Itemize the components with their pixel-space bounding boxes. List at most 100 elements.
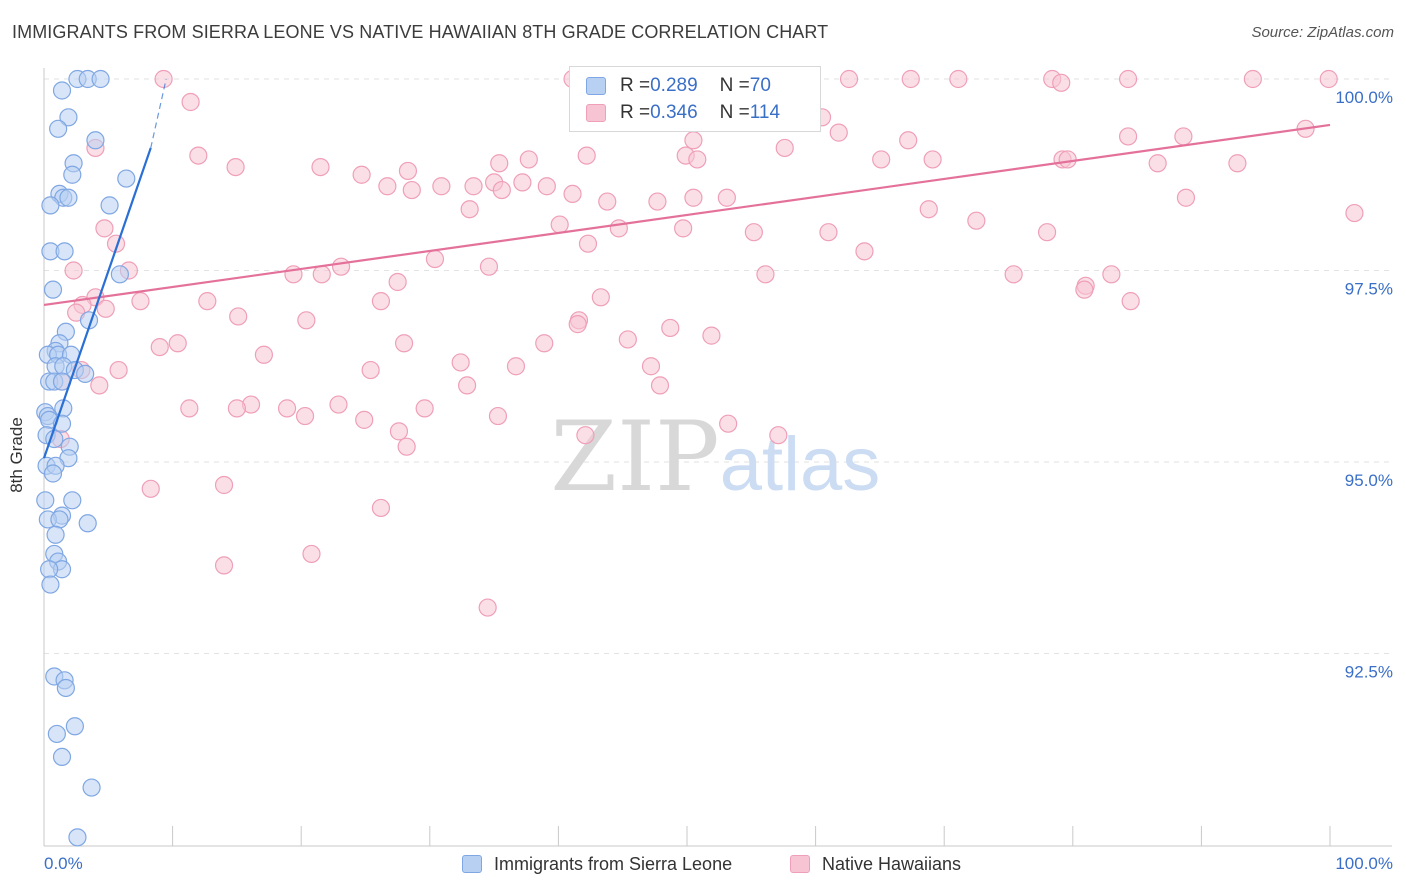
data-point xyxy=(352,165,371,184)
data-point xyxy=(180,399,199,418)
data-point xyxy=(331,257,351,276)
data-point xyxy=(68,828,87,847)
data-point xyxy=(568,315,587,334)
data-point xyxy=(154,69,173,89)
data-point xyxy=(1118,69,1138,89)
trend-line-sierra-leone-extension xyxy=(150,78,167,149)
legend-item-sierra-leone[interactable]: Immigrants from Sierra Leone xyxy=(462,851,732,877)
data-point xyxy=(55,242,74,261)
legend-label: Immigrants from Sierra Leone xyxy=(494,853,733,874)
legend-swatch-pink xyxy=(586,104,606,122)
n-value: 70 xyxy=(749,75,771,96)
data-point xyxy=(49,119,68,138)
data-point xyxy=(1121,292,1140,311)
data-point xyxy=(50,510,69,529)
trend-line-sierra-leone xyxy=(42,147,152,459)
data-point xyxy=(46,525,65,544)
data-point xyxy=(674,219,693,238)
data-point xyxy=(506,357,526,376)
data-point xyxy=(650,376,670,395)
data-point xyxy=(150,338,169,357)
data-point xyxy=(59,108,78,127)
data-point xyxy=(394,334,414,353)
data-point xyxy=(329,395,348,414)
data-point xyxy=(52,747,72,767)
data-point xyxy=(492,180,511,200)
data-point xyxy=(181,92,200,112)
data-point xyxy=(1075,280,1094,299)
data-point xyxy=(65,717,84,736)
data-point xyxy=(109,360,128,380)
data-point xyxy=(141,479,160,498)
data-point xyxy=(227,399,246,418)
data-point xyxy=(901,69,920,89)
stats-legend: R = 0.289 N = 70 R = 0.346 N = 114 xyxy=(569,66,821,132)
data-point xyxy=(198,292,217,311)
data-point xyxy=(769,426,788,445)
data-point xyxy=(425,249,445,269)
data-point xyxy=(490,154,509,173)
data-point xyxy=(519,150,538,169)
data-point xyxy=(110,265,129,284)
data-point xyxy=(397,437,416,456)
data-point xyxy=(432,177,451,196)
data-point xyxy=(591,288,610,307)
data-point xyxy=(684,188,703,207)
data-point xyxy=(513,173,532,192)
data-point xyxy=(100,196,119,215)
data-point xyxy=(488,406,508,426)
data-point xyxy=(702,326,721,345)
stats-row-pink: R = 0.346 N = 114 xyxy=(586,101,780,125)
data-point xyxy=(378,177,397,196)
data-point xyxy=(117,169,136,188)
data-point xyxy=(63,165,82,184)
data-point xyxy=(1118,127,1138,146)
data-point xyxy=(829,123,848,142)
data-point xyxy=(609,219,628,238)
data-point xyxy=(64,261,83,280)
legend-item-native-hawaiians[interactable]: Native Hawaiians xyxy=(790,851,961,877)
data-point xyxy=(756,265,775,284)
data-point xyxy=(131,292,150,311)
data-point xyxy=(719,414,738,433)
data-point xyxy=(82,778,101,797)
data-point xyxy=(618,330,637,349)
data-point xyxy=(1052,73,1071,92)
data-point xyxy=(43,280,63,299)
data-point xyxy=(311,157,330,177)
data-point xyxy=(189,146,208,165)
data-point xyxy=(839,69,859,89)
data-point xyxy=(1176,188,1196,207)
data-point xyxy=(479,257,499,276)
data-point xyxy=(535,334,554,353)
data-point xyxy=(855,242,874,261)
n-label: N = xyxy=(719,102,750,123)
x-tick-label: 100.0% xyxy=(1335,854,1393,873)
series-native-hawaiians xyxy=(51,69,1364,617)
data-point xyxy=(43,464,63,483)
grid-lines xyxy=(44,78,1392,654)
data-point xyxy=(717,188,736,207)
data-point xyxy=(355,410,374,429)
trend-lines xyxy=(42,78,1331,459)
legend-label: Native Hawaiians xyxy=(822,853,962,874)
data-point xyxy=(41,575,60,594)
data-point xyxy=(63,491,82,510)
data-point xyxy=(402,180,421,200)
data-point xyxy=(684,131,703,150)
data-point xyxy=(1058,150,1077,169)
data-point xyxy=(312,265,331,284)
data-point xyxy=(1102,265,1121,284)
data-point xyxy=(36,491,55,510)
data-point xyxy=(578,234,598,253)
data-point xyxy=(41,196,60,215)
data-point xyxy=(478,598,497,617)
r-label: R = xyxy=(620,75,651,96)
data-point xyxy=(661,318,680,338)
y-axis-label: 8th Grade xyxy=(7,417,26,493)
data-point xyxy=(464,177,483,196)
data-point xyxy=(95,219,114,238)
data-point xyxy=(47,724,66,744)
data-point xyxy=(297,311,316,330)
